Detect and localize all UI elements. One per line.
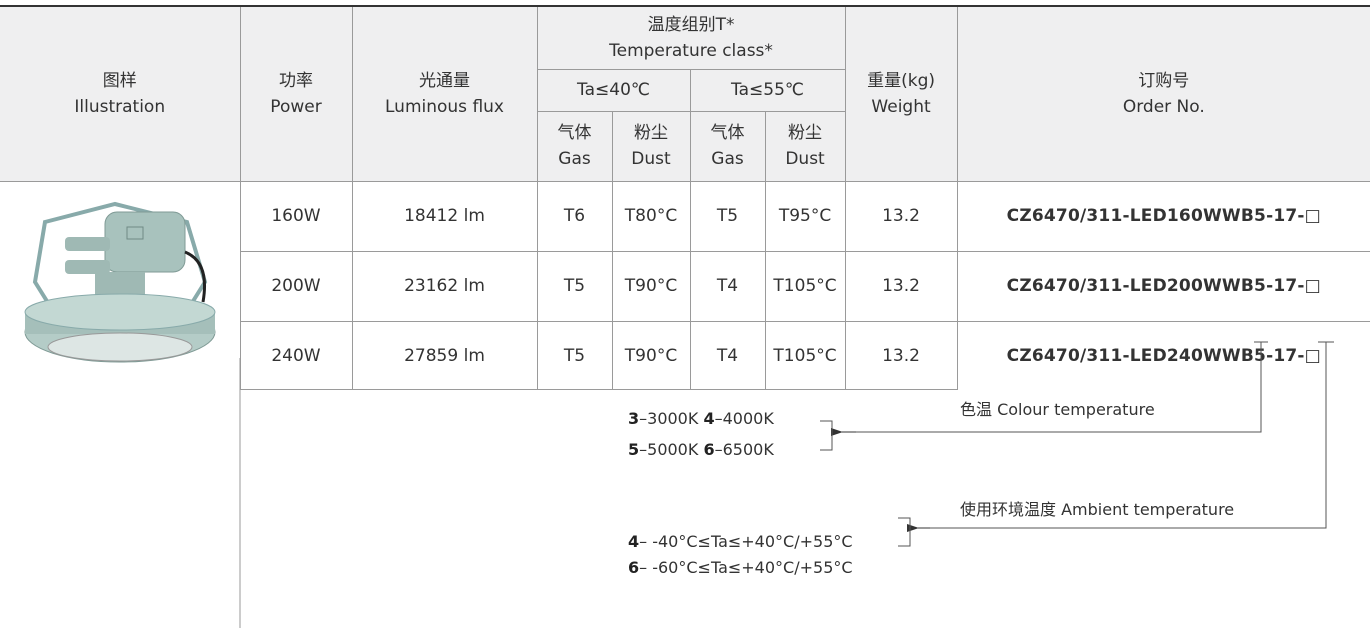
- header-cell: Ta≤40℃: [537, 68, 691, 112]
- header-cell: 光通量 Luminous flux: [351, 6, 538, 182]
- header-text: Dust: [785, 149, 825, 169]
- option-text: –5000K: [639, 440, 699, 459]
- header-text: 重量(kg): [867, 70, 935, 91]
- header-text: Dust: [631, 149, 671, 169]
- header-cell: 订购号 Order No.: [956, 6, 1370, 182]
- header-text: Ta≤40℃: [577, 80, 650, 100]
- option-text: – -40°C≤Ta≤+40°C/+55°C: [639, 532, 853, 551]
- header-cell: 温度组别T* Temperature class*: [536, 6, 846, 70]
- data-cell: 160W: [239, 180, 353, 252]
- header-text: 气体: [710, 123, 745, 143]
- header-cell: 气体 Gas: [537, 110, 613, 182]
- header-text: Order No.: [1122, 96, 1205, 117]
- bracket: [898, 517, 911, 547]
- annotation-label: 色温 Colour temperature: [960, 400, 1155, 419]
- lamp-illustration: [24, 201, 216, 362]
- order-cell: CZ6470/311-LED200WWB5-17-□: [956, 250, 1370, 323]
- annotation-label: 使用环境温度 Ambient temperature: [960, 500, 1235, 519]
- header-cell: Ta≤55℃: [689, 68, 846, 112]
- data-cell: 13.2: [844, 321, 958, 390]
- header-cell: 气体 Gas: [689, 110, 766, 182]
- illustration-cell: [0, 180, 241, 390]
- data-cell: T105°C: [764, 321, 846, 390]
- option-code: 3: [628, 409, 640, 428]
- option-text: –3000K: [639, 409, 699, 428]
- data-cell: T4: [689, 250, 766, 323]
- option-code: 6: [703, 440, 715, 459]
- spec-table: 图样 Illustration 功率 Power 光通量 Luminous flux …: [0, 5, 1370, 390]
- pointer-line: [918, 341, 1334, 529]
- option-line: 5–5000K 6–6500K: [628, 440, 774, 460]
- header-cell: 粉尘 Dust: [764, 110, 846, 182]
- header-text: 粉尘: [788, 123, 823, 143]
- header-cell: 图样 Illustration: [0, 6, 241, 182]
- header-text: Temperature class*: [609, 40, 773, 61]
- header-text: Illustration: [74, 96, 166, 117]
- header-text: 图样: [102, 70, 137, 91]
- header-text: 温度组别T*: [647, 14, 735, 35]
- option-line: 3–3000K 4–4000K: [628, 409, 774, 429]
- option-text: – -60°C≤Ta≤+40°C/+55°C: [639, 558, 853, 577]
- option-code: 4: [703, 409, 715, 428]
- pointer-line: [842, 341, 1268, 433]
- header-cell: 重量(kg) Weight: [844, 6, 958, 182]
- option-line: 6– -60°C≤Ta≤+40°C/+55°C: [628, 558, 853, 578]
- header-text: Gas: [711, 149, 744, 169]
- order-cell: CZ6470/311-LED240WWB5-17-□: [956, 321, 1370, 390]
- header-text: Ta≤55℃: [731, 80, 804, 100]
- header-text: Gas: [558, 149, 591, 169]
- option-text: –6500K: [714, 440, 774, 459]
- header-text: Weight: [871, 96, 931, 117]
- header-text: 粉尘: [634, 123, 668, 143]
- data-cell: T5: [536, 321, 613, 390]
- data-cell: 18412 lm: [351, 180, 538, 252]
- option-code: 6: [628, 558, 640, 577]
- header-text: 订购号: [1138, 70, 1190, 91]
- data-cell: 27859 lm: [351, 321, 538, 390]
- header-text: 气体: [557, 123, 592, 143]
- data-cell: 240W: [239, 321, 353, 390]
- data-cell: 13.2: [844, 250, 958, 323]
- order-cell: CZ6470/311-LED160WWB5-17-□: [956, 180, 1370, 252]
- option-code: 4: [628, 532, 640, 551]
- data-cell: 23162 lm: [351, 250, 538, 323]
- header-text: 光通量: [419, 70, 470, 91]
- data-cell: T80°C: [611, 180, 691, 252]
- header-text: Power: [270, 96, 322, 117]
- header-text: Luminous flux: [385, 96, 504, 117]
- header-text: 功率: [279, 70, 313, 91]
- data-cell: T5: [689, 180, 766, 252]
- option-text: –4000K: [714, 409, 774, 428]
- option-line: 4– -40°C≤Ta≤+40°C/+55°C: [628, 532, 853, 552]
- data-cell: T95°C: [764, 180, 846, 252]
- data-cell: 200W: [239, 250, 353, 323]
- bracket: [820, 420, 833, 451]
- data-cell: T105°C: [764, 250, 846, 323]
- data-cell: T5: [536, 250, 613, 323]
- header-cell: 粉尘 Dust: [611, 110, 691, 182]
- data-cell: T90°C: [611, 321, 691, 390]
- option-code: 5: [628, 440, 640, 459]
